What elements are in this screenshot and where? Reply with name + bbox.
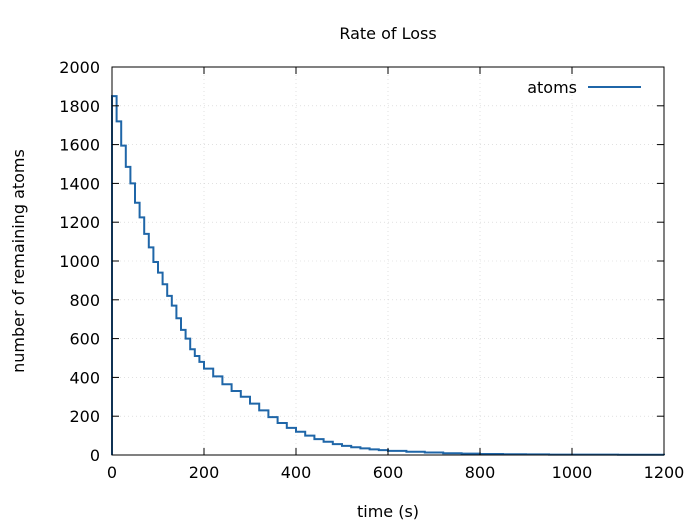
series-atoms bbox=[111, 95, 665, 456]
y-tick-label: 1200 bbox=[59, 213, 100, 232]
grid bbox=[112, 67, 664, 455]
y-tick-label: 600 bbox=[69, 330, 100, 349]
chart-title: Rate of Loss bbox=[339, 24, 436, 43]
y-axis-label: number of remaining atoms bbox=[9, 149, 28, 373]
y-tick-label: 1800 bbox=[59, 97, 100, 116]
y-tick-label: 200 bbox=[69, 407, 100, 426]
x-tick-label: 800 bbox=[465, 463, 496, 482]
x-axis-label: time (s) bbox=[357, 502, 419, 521]
y-tick-label: 2000 bbox=[59, 58, 100, 77]
y-tick-label: 400 bbox=[69, 368, 100, 387]
legend-label-atoms: atoms bbox=[527, 78, 577, 97]
y-tick-label: 800 bbox=[69, 291, 100, 310]
y-tick-label: 1400 bbox=[59, 174, 100, 193]
x-tick-label: 200 bbox=[189, 463, 220, 482]
x-axis: 0 200 400 600 800 1000 1200 bbox=[107, 67, 684, 482]
legend: atoms bbox=[527, 78, 641, 97]
x-tick-label: 1200 bbox=[644, 463, 685, 482]
y-tick-label: 1000 bbox=[59, 252, 100, 271]
y-axis: 0 200 400 600 800 1000 1200 1400 1600 1800 2000 bbox=[59, 58, 664, 465]
y-tick-label: 1600 bbox=[59, 136, 100, 155]
series-line-atoms bbox=[111, 95, 665, 456]
x-tick-label: 600 bbox=[373, 463, 404, 482]
x-tick-label: 1000 bbox=[552, 463, 593, 482]
x-tick-label: 0 bbox=[107, 463, 117, 482]
x-tick-label: 400 bbox=[281, 463, 312, 482]
y-tick-label: 0 bbox=[90, 446, 100, 465]
